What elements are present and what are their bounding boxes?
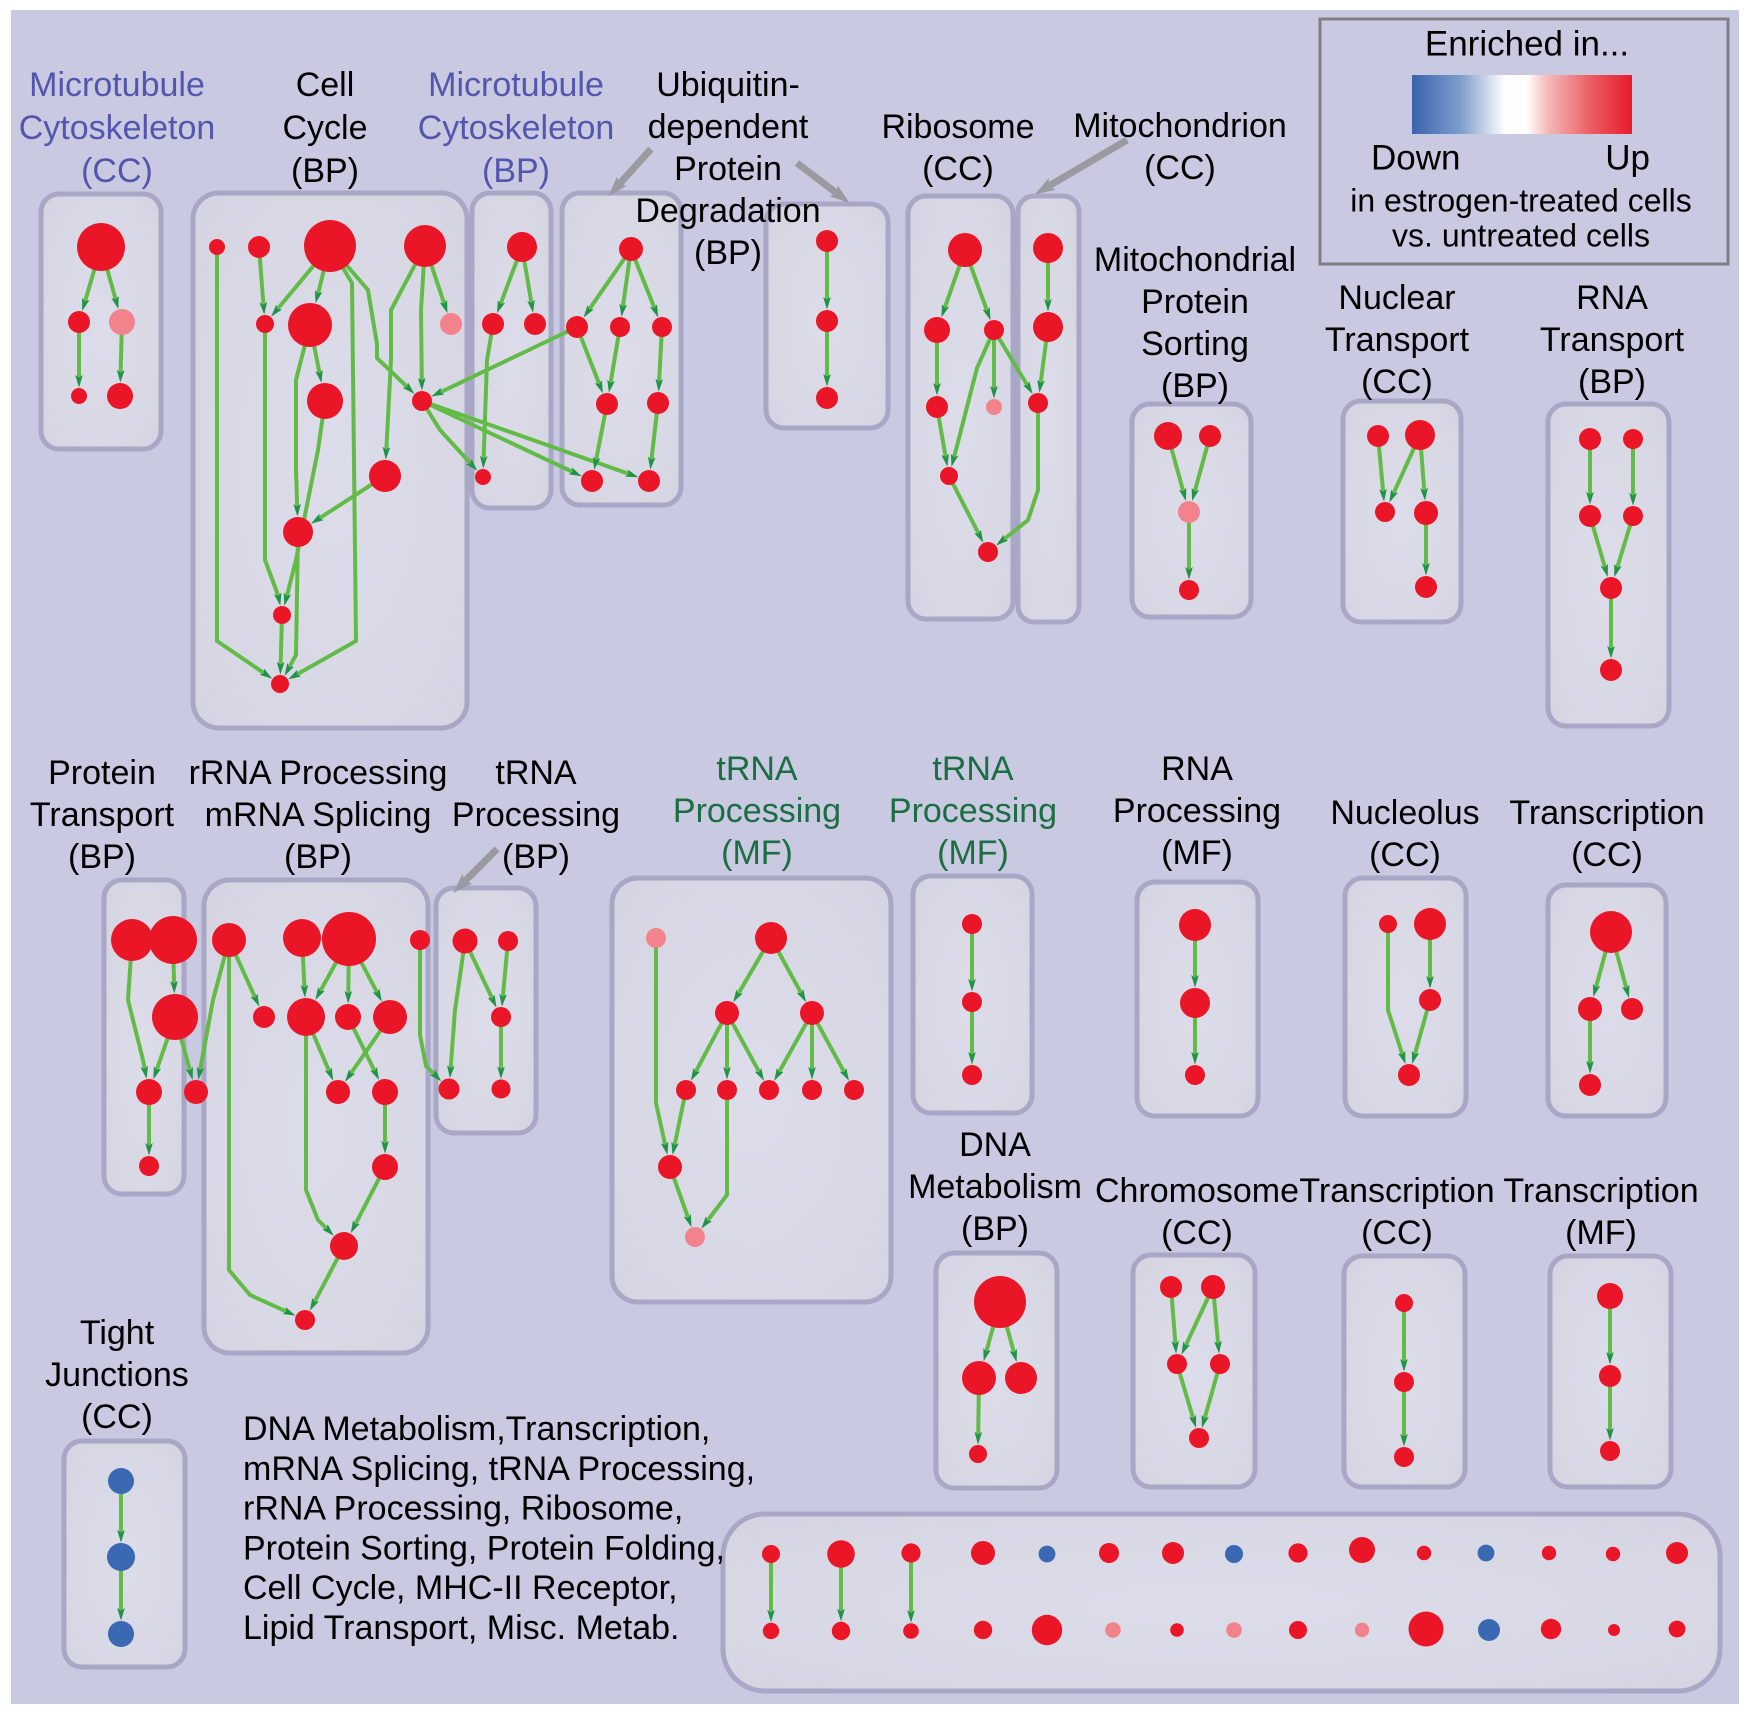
svg-text:Cell: Cell <box>296 66 355 104</box>
svg-text:Microtubule: Microtubule <box>428 66 604 104</box>
svg-text:mRNA Splicing: mRNA Splicing <box>205 796 432 834</box>
svg-text:Up: Up <box>1605 138 1650 177</box>
svg-text:(CC): (CC) <box>1361 1214 1433 1252</box>
svg-text:Degradation: Degradation <box>635 192 820 230</box>
svg-text:Chromosome: Chromosome <box>1095 1172 1299 1210</box>
svg-text:(CC): (CC) <box>1161 1214 1233 1252</box>
svg-text:Down: Down <box>1371 138 1460 177</box>
svg-text:Nuclear: Nuclear <box>1338 279 1455 317</box>
svg-text:(BP): (BP) <box>291 152 359 190</box>
svg-text:vs. untreated cells: vs. untreated cells <box>1392 217 1650 253</box>
svg-text:Microtubule: Microtubule <box>29 66 205 104</box>
svg-text:Nucleolus: Nucleolus <box>1330 794 1479 832</box>
svg-text:(BP): (BP) <box>1161 367 1229 405</box>
svg-text:DNA Metabolism,Transcription,: DNA Metabolism,Transcription, <box>243 1410 710 1448</box>
svg-text:Mitochondrion: Mitochondrion <box>1073 107 1287 145</box>
svg-text:(CC): (CC) <box>1144 149 1216 187</box>
svg-text:Mitochondrial: Mitochondrial <box>1094 241 1296 279</box>
svg-text:Ubiquitin-: Ubiquitin- <box>656 66 800 104</box>
svg-text:(BP): (BP) <box>482 152 550 190</box>
svg-text:Cycle: Cycle <box>282 109 367 147</box>
svg-text:(CC): (CC) <box>1369 836 1441 874</box>
svg-text:mRNA Splicing, tRNA Processing: mRNA Splicing, tRNA Processing, <box>243 1450 755 1488</box>
svg-text:Sorting: Sorting <box>1141 325 1249 363</box>
svg-text:(MF): (MF) <box>1565 1214 1637 1252</box>
svg-text:(MF): (MF) <box>721 834 793 872</box>
svg-text:Cytoskeleton: Cytoskeleton <box>418 109 615 147</box>
svg-text:Tight: Tight <box>80 1314 155 1352</box>
svg-text:Ribosome: Ribosome <box>881 108 1034 146</box>
svg-text:(CC): (CC) <box>922 150 994 188</box>
svg-text:tRNA: tRNA <box>932 750 1014 788</box>
svg-text:Transcription: Transcription <box>1503 1172 1698 1210</box>
svg-text:Processing: Processing <box>889 792 1057 830</box>
svg-text:(BP): (BP) <box>502 838 570 876</box>
svg-text:(BP): (BP) <box>1578 363 1646 401</box>
svg-text:(CC): (CC) <box>81 152 153 190</box>
svg-text:Protein Sorting, Protein Foldi: Protein Sorting, Protein Folding, <box>243 1529 725 1567</box>
svg-text:(BP): (BP) <box>694 234 762 272</box>
svg-text:Transport: Transport <box>30 796 175 834</box>
svg-text:(CC): (CC) <box>81 1398 153 1436</box>
svg-text:(MF): (MF) <box>1161 834 1233 872</box>
svg-text:Processing: Processing <box>452 796 620 834</box>
svg-text:Transport: Transport <box>1540 321 1685 359</box>
svg-text:Protein: Protein <box>1141 283 1249 321</box>
svg-text:Processing: Processing <box>1113 792 1281 830</box>
svg-text:tRNA: tRNA <box>716 750 798 788</box>
svg-text:(MF): (MF) <box>937 834 1009 872</box>
svg-text:Cytoskeleton: Cytoskeleton <box>19 109 216 147</box>
svg-text:(CC): (CC) <box>1361 363 1433 401</box>
svg-text:tRNA: tRNA <box>495 754 577 792</box>
svg-text:Transcription: Transcription <box>1299 1172 1494 1210</box>
svg-text:rRNA Processing: rRNA Processing <box>189 754 448 792</box>
svg-text:RNA: RNA <box>1161 750 1233 788</box>
svg-text:Transcription: Transcription <box>1509 794 1704 832</box>
svg-text:(BP): (BP) <box>961 1210 1029 1248</box>
svg-text:(CC): (CC) <box>1571 836 1643 874</box>
svg-text:DNA: DNA <box>959 1126 1031 1164</box>
svg-text:(BP): (BP) <box>68 838 136 876</box>
svg-text:Cell Cycle, MHC-II Receptor,: Cell Cycle, MHC-II Receptor, <box>243 1569 678 1607</box>
svg-text:Enriched in...: Enriched in... <box>1425 24 1629 63</box>
svg-text:Metabolism: Metabolism <box>908 1168 1082 1206</box>
svg-text:Protein: Protein <box>674 150 782 188</box>
svg-text:Protein: Protein <box>48 754 156 792</box>
svg-text:(BP): (BP) <box>284 838 352 876</box>
svg-text:RNA: RNA <box>1576 279 1648 317</box>
svg-text:Transport: Transport <box>1325 321 1470 359</box>
svg-text:in estrogen-treated cells: in estrogen-treated cells <box>1350 182 1692 218</box>
svg-text:dependent: dependent <box>648 108 809 146</box>
svg-text:Processing: Processing <box>673 792 841 830</box>
svg-text:Junctions: Junctions <box>45 1356 189 1394</box>
svg-text:rRNA Processing, Ribosome,: rRNA Processing, Ribosome, <box>243 1490 683 1528</box>
svg-text:Lipid Transport, Misc. Metab.: Lipid Transport, Misc. Metab. <box>243 1609 680 1647</box>
